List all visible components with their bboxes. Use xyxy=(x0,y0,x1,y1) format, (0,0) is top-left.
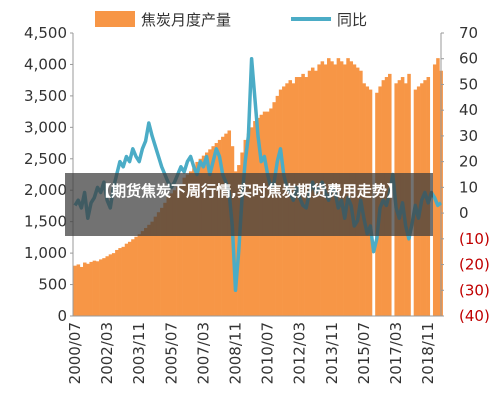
bar xyxy=(134,236,138,316)
bar xyxy=(160,207,164,316)
x-tick-label: 2013/11 xyxy=(323,322,341,384)
y2-tick-label: (20) xyxy=(459,256,490,274)
y-tick-label: 4,000 xyxy=(24,55,67,73)
bar xyxy=(83,262,87,316)
y2-tick-label: (40) xyxy=(459,307,490,325)
bar xyxy=(185,174,190,316)
x-tick-label: 2005/07 xyxy=(162,322,180,384)
bar xyxy=(153,216,158,316)
overlay-banner: 【期货焦炭下周行情,实时焦炭期货费用走势】 xyxy=(65,173,433,236)
y-tick-label: 2,500 xyxy=(24,150,67,168)
x-tick-label: 2003/11 xyxy=(130,322,148,384)
y-tick-label: 1,000 xyxy=(24,244,67,262)
legend-swatch xyxy=(95,11,135,27)
bar xyxy=(432,64,437,316)
bar xyxy=(176,187,180,316)
bar xyxy=(150,221,154,316)
bar xyxy=(118,248,122,316)
bar xyxy=(137,234,142,316)
bar xyxy=(127,241,132,316)
y-tick-label: 3,000 xyxy=(24,118,67,136)
bar xyxy=(79,266,84,316)
y2-tick-label: 20 xyxy=(459,153,478,171)
x-tick-label: 2000/07 xyxy=(66,322,84,384)
bar xyxy=(73,265,77,316)
x-tick-label: 2012/03 xyxy=(291,322,309,384)
bar xyxy=(436,58,440,317)
bar xyxy=(86,263,90,316)
bar xyxy=(192,168,196,316)
y-tick-label: 0 xyxy=(57,307,67,325)
bar xyxy=(121,246,126,316)
bar xyxy=(195,161,199,316)
legend-label: 焦炭月度产量 xyxy=(141,11,231,29)
y2-tick-label: 0 xyxy=(459,204,469,222)
bar xyxy=(131,239,135,316)
bar xyxy=(198,158,203,316)
x-tick-label: 2008/11 xyxy=(227,322,245,384)
bar xyxy=(111,253,116,316)
bar xyxy=(163,202,167,316)
bar xyxy=(140,231,145,316)
bar xyxy=(124,243,129,316)
bar xyxy=(188,171,193,316)
bar xyxy=(169,193,174,316)
bar xyxy=(179,183,183,316)
y2-tick-label: 30 xyxy=(459,127,478,145)
y2-tick-label: (10) xyxy=(459,230,490,248)
x-tick-label: 2017/03 xyxy=(387,322,405,384)
bar xyxy=(144,227,148,316)
bar xyxy=(172,190,177,316)
bar xyxy=(147,224,151,316)
y2-tick-label: (30) xyxy=(459,281,490,299)
bar xyxy=(102,258,106,316)
y2-tick-label: 70 xyxy=(459,24,478,42)
legend-label: 同比 xyxy=(337,11,367,29)
y-tick-label: 3,500 xyxy=(24,87,67,105)
x-tick-label: 2007/03 xyxy=(194,322,212,384)
y-tick-label: 2,000 xyxy=(24,181,67,199)
bar xyxy=(92,260,97,316)
x-tick-label: 2018/11 xyxy=(419,322,437,384)
x-tick-label: 2010/07 xyxy=(259,322,277,384)
bar xyxy=(89,261,93,316)
bar xyxy=(99,259,103,316)
bar xyxy=(108,254,113,316)
y2-tick-label: 10 xyxy=(459,178,478,196)
y2-tick-label: 50 xyxy=(459,75,478,93)
bar xyxy=(115,249,119,316)
x-tick-label: 2015/07 xyxy=(355,322,373,384)
bar xyxy=(95,261,100,316)
bar xyxy=(233,171,238,316)
bar xyxy=(182,177,187,316)
y-tick-label: 500 xyxy=(38,276,67,294)
bar xyxy=(166,196,171,316)
bar xyxy=(105,256,110,316)
y2-tick-label: 60 xyxy=(459,50,478,68)
y-tick-label: 1,500 xyxy=(24,213,67,231)
bar xyxy=(76,264,81,316)
y2-tick-label: 40 xyxy=(459,101,478,119)
y-tick-label: 4,500 xyxy=(24,24,67,42)
bar xyxy=(156,212,161,316)
x-tick-label: 2002/03 xyxy=(98,322,116,384)
